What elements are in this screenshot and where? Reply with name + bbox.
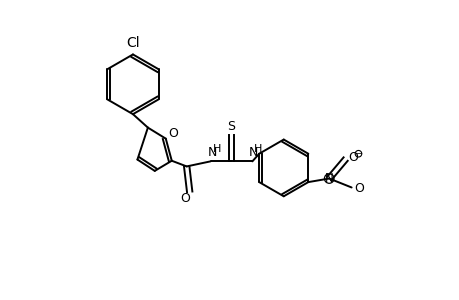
Text: O: O	[168, 127, 178, 140]
Text: −: −	[354, 149, 361, 158]
Text: N: N	[207, 146, 217, 160]
Text: O: O	[180, 192, 190, 205]
Text: Cl: Cl	[126, 36, 140, 50]
Text: O: O	[347, 151, 357, 164]
Text: N: N	[248, 146, 257, 160]
Text: O: O	[353, 182, 363, 196]
Text: S: S	[227, 120, 235, 133]
Text: H: H	[212, 144, 220, 154]
Text: N: N	[324, 172, 333, 185]
Text: H: H	[253, 144, 261, 154]
